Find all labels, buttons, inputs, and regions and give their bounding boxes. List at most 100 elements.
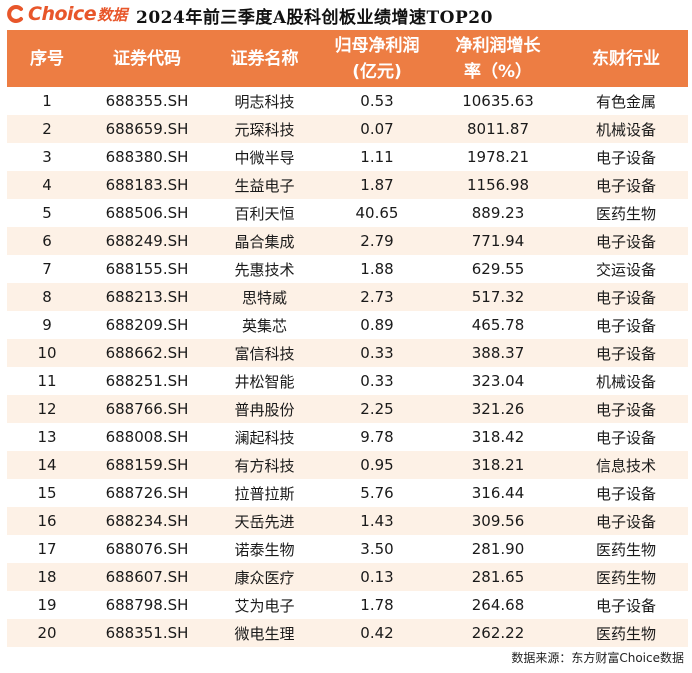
rank-cell: 14 [7, 451, 87, 479]
net-profit-cell: 5.76 [322, 479, 432, 507]
net-profit-cell: 0.53 [322, 87, 432, 115]
security-code-cell: 688766.SH [87, 395, 207, 423]
net-profit-cell: 0.13 [322, 563, 432, 591]
security-code-cell: 688159.SH [87, 451, 207, 479]
table-row: 9 688209.SH 英集芯 0.89 465.78 电子设备 [7, 311, 688, 339]
security-code-cell: 688380.SH [87, 143, 207, 171]
industry-cell: 电子设备 [564, 479, 688, 507]
growth-rate-cell: 309.56 [432, 507, 564, 535]
growth-rate-cell: 889.23 [432, 199, 564, 227]
growth-rate-cell: 281.90 [432, 535, 564, 563]
logo-cn-text: 数据 [97, 5, 128, 24]
net-profit-cell: 1.43 [322, 507, 432, 535]
choice-logo: Choice 数据 [6, 2, 127, 26]
rank-cell: 15 [7, 479, 87, 507]
security-name-cell: 晶合集成 [207, 227, 322, 255]
growth-rate-cell: 262.22 [432, 619, 564, 647]
rank-cell: 18 [7, 563, 87, 591]
table-row: 10 688662.SH 富信科技 0.33 388.37 电子设备 [7, 339, 688, 367]
growth-rate-cell: 318.21 [432, 451, 564, 479]
table-row: 15 688726.SH 拉普拉斯 5.76 316.44 电子设备 [7, 479, 688, 507]
security-code-cell: 688183.SH [87, 171, 207, 199]
rank-cell: 6 [7, 227, 87, 255]
table-header-row: 序号 证券代码 证券名称 归母净利润 (亿元) 净利润增长 率（%） 东财行业 [7, 30, 688, 87]
ranking-table: 序号 证券代码 证券名称 归母净利润 (亿元) 净利润增长 率（%） 东财行业 1 688355… [7, 30, 688, 647]
security-code-cell: 688355.SH [87, 87, 207, 115]
column-header: 证券名称 [207, 30, 322, 87]
table-row: 3 688380.SH 中微半导 1.11 1978.21 电子设备 [7, 143, 688, 171]
security-code-cell: 688351.SH [87, 619, 207, 647]
net-profit-cell: 9.78 [322, 423, 432, 451]
rank-cell: 12 [7, 395, 87, 423]
security-code-cell: 688234.SH [87, 507, 207, 535]
security-name-cell: 中微半导 [207, 143, 322, 171]
column-header: 证券代码 [87, 30, 207, 87]
security-name-cell: 富信科技 [207, 339, 322, 367]
security-name-cell: 元琛科技 [207, 115, 322, 143]
growth-rate-cell: 264.68 [432, 591, 564, 619]
column-header-label: 率（%） [463, 61, 533, 82]
net-profit-cell: 1.78 [322, 591, 432, 619]
table-row: 19 688798.SH 艾为电子 1.78 264.68 电子设备 [7, 591, 688, 619]
growth-rate-cell: 316.44 [432, 479, 564, 507]
security-name-cell: 百利天恒 [207, 199, 322, 227]
industry-cell: 电子设备 [564, 283, 688, 311]
rank-cell: 8 [7, 283, 87, 311]
table-row: 11 688251.SH 井松智能 0.33 323.04 机械设备 [7, 367, 688, 395]
growth-rate-cell: 281.65 [432, 563, 564, 591]
growth-rate-cell: 1156.98 [432, 171, 564, 199]
security-code-cell: 688076.SH [87, 535, 207, 563]
industry-cell: 电子设备 [564, 395, 688, 423]
security-code-cell: 688798.SH [87, 591, 207, 619]
table-row: 2 688659.SH 元琛科技 0.07 8011.87 机械设备 [7, 115, 688, 143]
table-row: 5 688506.SH 百利天恒 40.65 889.23 医药生物 [7, 199, 688, 227]
rank-cell: 13 [7, 423, 87, 451]
security-name-cell: 明志科技 [207, 87, 322, 115]
column-header: 东财行业 [564, 30, 688, 87]
column-header-label: 证券名称 [230, 48, 299, 69]
rank-cell: 9 [7, 311, 87, 339]
rank-cell: 10 [7, 339, 87, 367]
security-code-cell: 688659.SH [87, 115, 207, 143]
security-name-cell: 天岳先进 [207, 507, 322, 535]
security-code-cell: 688155.SH [87, 255, 207, 283]
rank-cell: 20 [7, 619, 87, 647]
industry-cell: 电子设备 [564, 423, 688, 451]
security-code-cell: 688251.SH [87, 367, 207, 395]
security-code-cell: 688249.SH [87, 227, 207, 255]
net-profit-cell: 2.79 [322, 227, 432, 255]
growth-rate-cell: 465.78 [432, 311, 564, 339]
growth-rate-cell: 629.55 [432, 255, 564, 283]
security-code-cell: 688213.SH [87, 283, 207, 311]
table-row: 4 688183.SH 生益电子 1.87 1156.98 电子设备 [7, 171, 688, 199]
column-header: 净利润增长率（%） [432, 30, 564, 87]
net-profit-cell: 0.89 [322, 311, 432, 339]
growth-rate-cell: 517.32 [432, 283, 564, 311]
column-header-label: 证券代码 [113, 48, 181, 69]
growth-rate-cell: 771.94 [432, 227, 564, 255]
header: Choice 数据 2024年前三季度A股科创板业绩增速TOP20 [0, 0, 692, 30]
security-code-cell: 688662.SH [87, 339, 207, 367]
net-profit-cell: 1.11 [322, 143, 432, 171]
growth-rate-cell: 10635.63 [432, 87, 564, 115]
logo-wordmark: Choice [28, 3, 97, 25]
industry-cell: 电子设备 [564, 171, 688, 199]
industry-cell: 电子设备 [564, 591, 688, 619]
data-source-note: 数据来源：东方财富Choice数据 [511, 651, 684, 665]
rank-cell: 17 [7, 535, 87, 563]
table-row: 17 688076.SH 诺泰生物 3.50 281.90 医药生物 [7, 535, 688, 563]
table-row: 6 688249.SH 晶合集成 2.79 771.94 电子设备 [7, 227, 688, 255]
net-profit-cell: 2.73 [322, 283, 432, 311]
security-code-cell: 688506.SH [87, 199, 207, 227]
security-name-cell: 艾为电子 [207, 591, 322, 619]
table-row: 16 688234.SH 天岳先进 1.43 309.56 电子设备 [7, 507, 688, 535]
table-body: 1 688355.SH 明志科技 0.53 10635.63 有色金属 2 688659.SH… [7, 87, 688, 647]
column-header-label: 净利润增长 [455, 35, 541, 56]
rank-cell: 19 [7, 591, 87, 619]
growth-rate-cell: 8011.87 [432, 115, 564, 143]
industry-cell: 医药生物 [564, 535, 688, 563]
industry-cell: 电子设备 [564, 339, 688, 367]
net-profit-cell: 0.33 [322, 339, 432, 367]
growth-rate-cell: 323.04 [432, 367, 564, 395]
rank-cell: 1 [7, 87, 87, 115]
